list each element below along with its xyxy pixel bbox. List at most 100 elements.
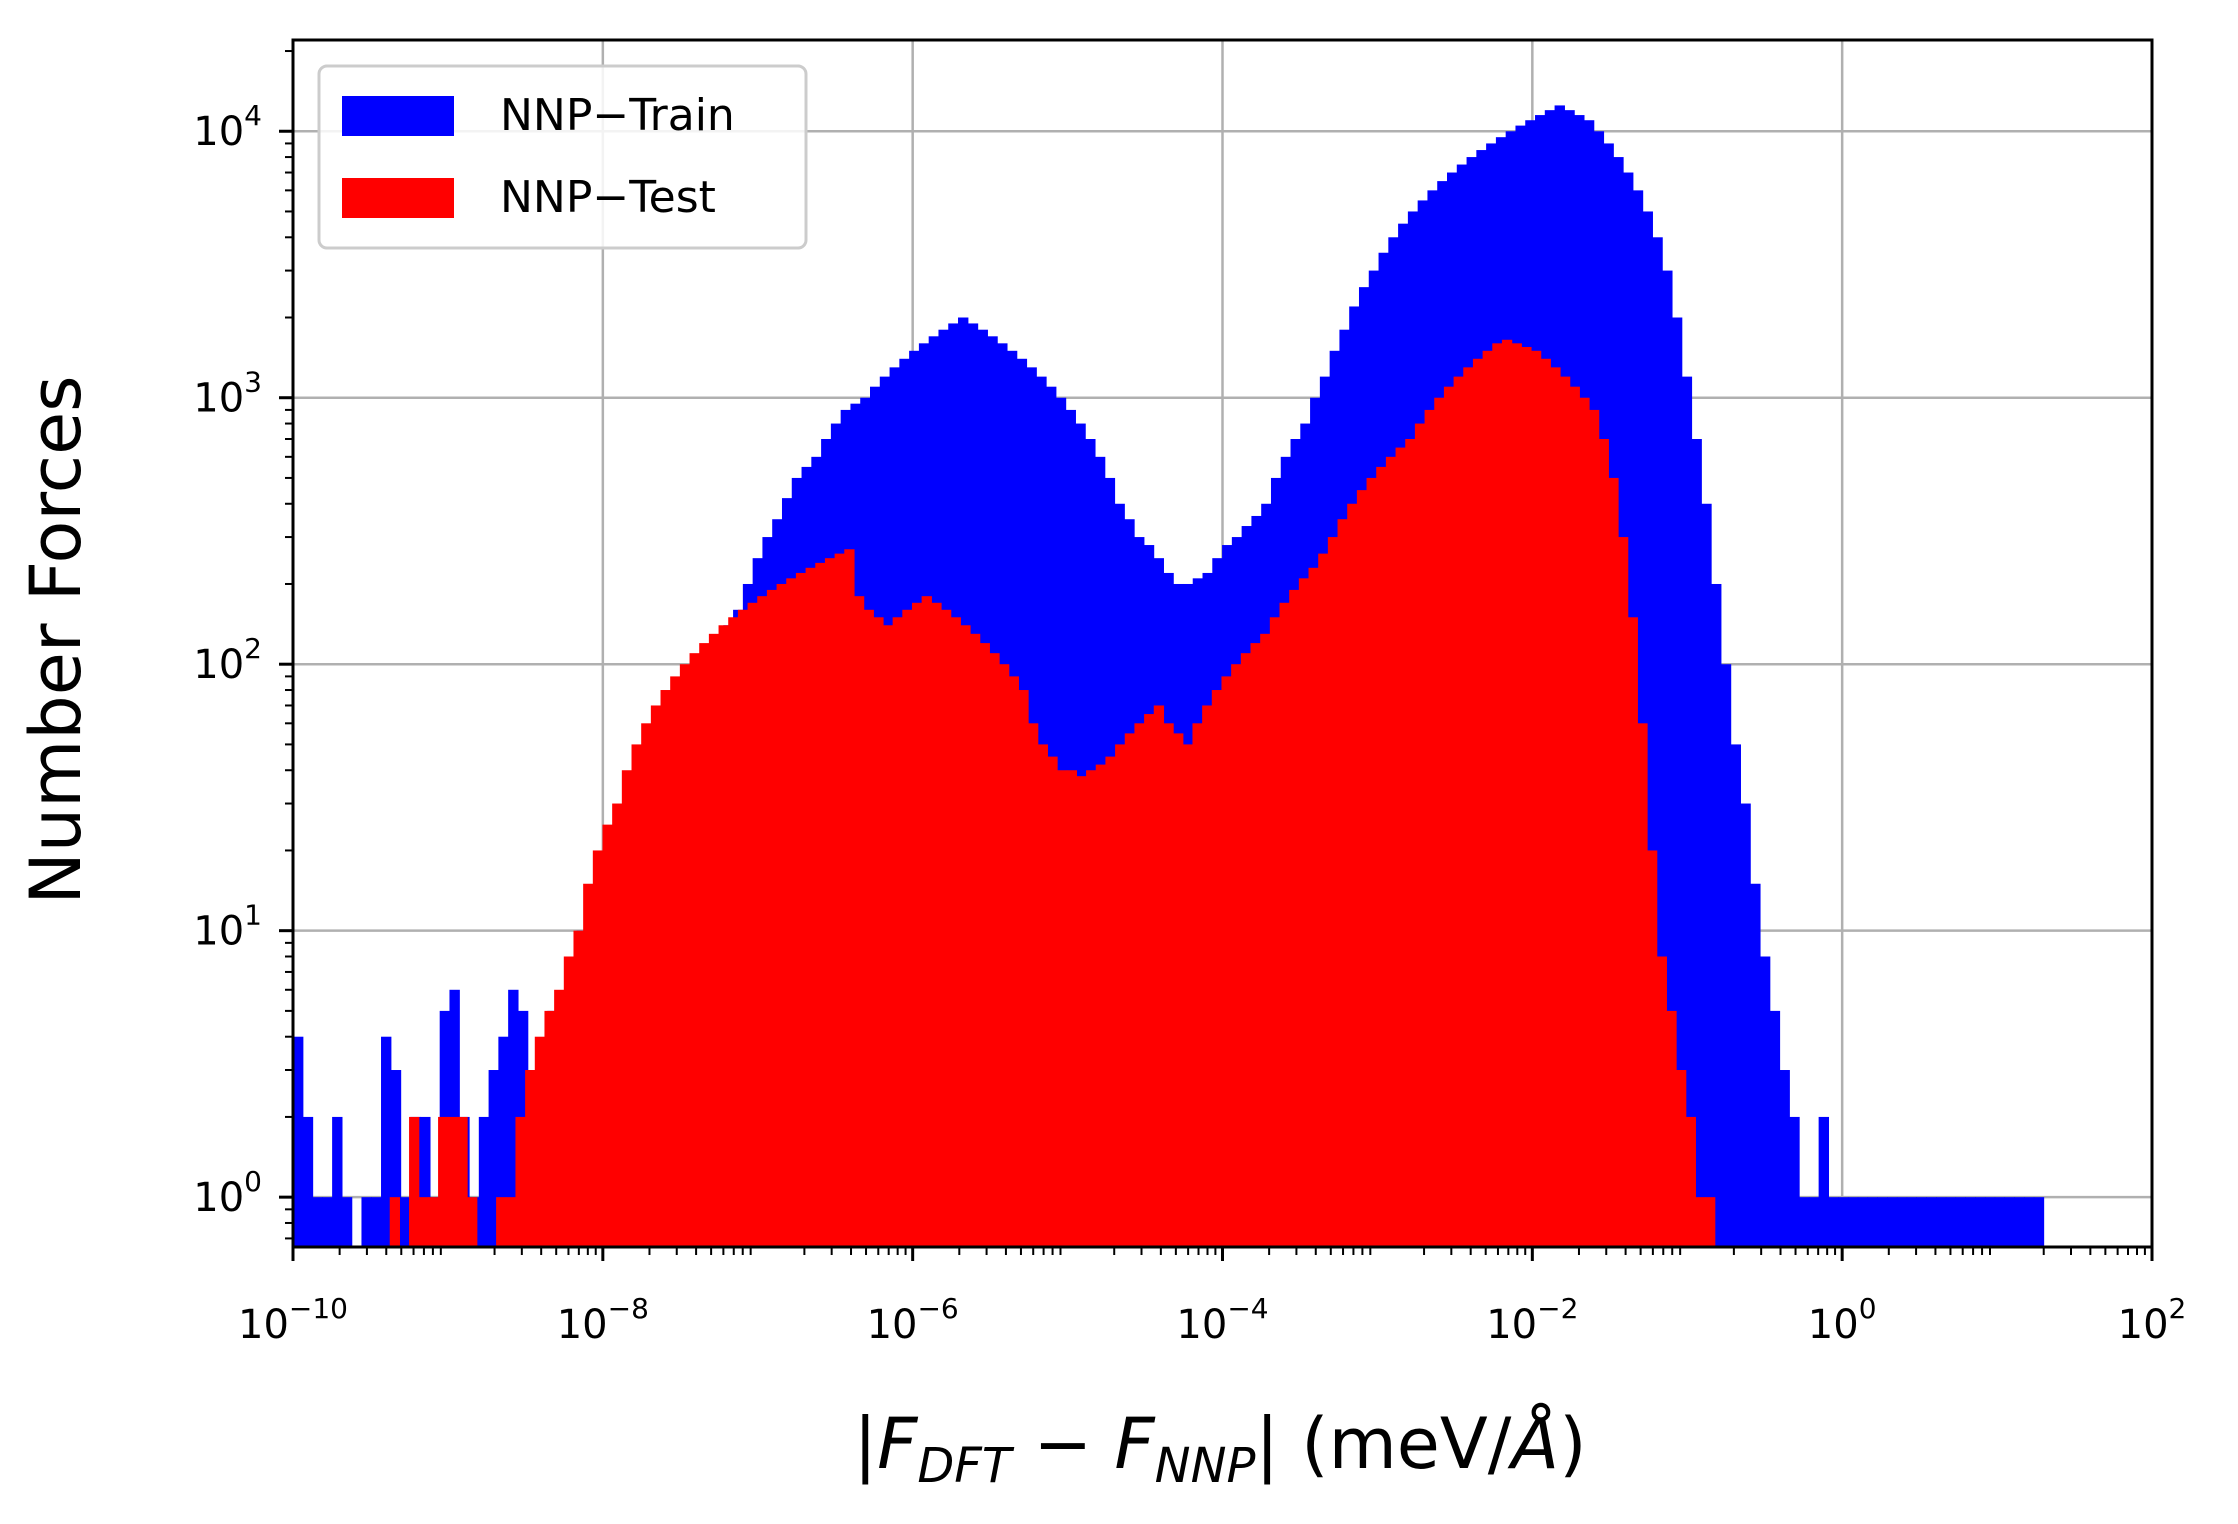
test-bar <box>1588 409 1600 1247</box>
test-bar <box>1550 367 1561 1247</box>
train-bar <box>341 1197 353 1247</box>
test-bar <box>602 824 613 1247</box>
test-bar <box>1337 519 1348 1247</box>
train-bar <box>1789 1116 1800 1247</box>
test-bar <box>1037 744 1048 1247</box>
test-bar <box>737 609 749 1247</box>
test-bar <box>718 625 729 1247</box>
y-tick-label: 102 <box>193 632 262 688</box>
train-bar <box>1808 1197 1820 1247</box>
test-bar <box>728 617 739 1247</box>
train-bar <box>1906 1197 1918 1247</box>
test-bar <box>708 633 720 1247</box>
test-bar <box>554 989 565 1247</box>
train-bar <box>2024 1197 2035 1247</box>
test-bar <box>1086 770 1097 1247</box>
train-bar <box>1896 1197 1908 1247</box>
train-bar <box>371 1197 382 1247</box>
test-bar <box>1327 537 1339 1247</box>
x-axis-ticks: 10−10 10−8 10−6 10−4 10−2 100 102 <box>238 1247 2186 1348</box>
test-bar <box>1366 477 1377 1247</box>
train-bar <box>1847 1197 1859 1247</box>
test-bar <box>1695 1197 1706 1247</box>
test-bar <box>805 567 816 1247</box>
test-bar <box>1066 770 1077 1247</box>
test-bar <box>534 1036 546 1247</box>
test-bar <box>641 723 652 1247</box>
train-bar <box>2033 1197 2045 1247</box>
test-bar <box>989 653 1000 1247</box>
test-bar <box>921 596 932 1247</box>
train-bar <box>1671 317 1683 1247</box>
train-bar <box>1711 583 1722 1247</box>
test-bar <box>1511 343 1522 1248</box>
y-axis-ticks: 100 101 102 103 104 <box>193 50 293 1240</box>
train-bar <box>1955 1197 1966 1247</box>
test-bar <box>834 553 845 1247</box>
test-bar <box>1115 744 1126 1247</box>
test-bar <box>699 643 710 1247</box>
test-bar <box>1231 664 1242 1247</box>
test-bar <box>1298 578 1310 1247</box>
test-bar <box>1482 350 1493 1247</box>
test-bar <box>1705 1197 1716 1247</box>
train-bar <box>488 1070 499 1247</box>
x-tick-label: 102 <box>2118 1292 2187 1348</box>
test-bar <box>1279 602 1290 1247</box>
test-bar <box>650 705 662 1247</box>
test-bar <box>786 578 797 1247</box>
test-bar <box>1501 339 1513 1247</box>
test-bar <box>1163 723 1174 1247</box>
train-bar <box>1857 1197 1869 1247</box>
train-bar <box>1720 664 1732 1247</box>
train-bar <box>1838 1197 1849 1247</box>
x-title-sub2: NNP <box>1155 1438 1256 1494</box>
test-bar <box>1289 589 1300 1247</box>
test-bar <box>1192 723 1203 1247</box>
test-bar <box>853 596 865 1247</box>
test-bar <box>1395 447 1406 1248</box>
train-bar <box>1818 1116 1830 1247</box>
test-bar <box>815 562 826 1247</box>
x-axis-title: |FDFT − FNNP| (meV/Å) <box>853 1403 1586 1494</box>
test-bar <box>1424 409 1435 1247</box>
train-bar <box>361 1197 372 1247</box>
x-tick-label: 100 <box>1808 1292 1877 1348</box>
x-tick-label: 10−2 <box>1486 1292 1578 1348</box>
test-bar <box>438 1116 449 1247</box>
test-bar <box>670 676 681 1247</box>
test-bar <box>1676 1070 1687 1247</box>
test-bar <box>1057 770 1068 1247</box>
y-tick-label: 101 <box>193 899 262 955</box>
test-bar <box>1414 423 1426 1247</box>
x-title-unit-prefix: | (meV/ <box>1255 1403 1511 1485</box>
x-title-f1: F <box>877 1403 919 1485</box>
x-tick-label: 10−4 <box>1176 1292 1268 1348</box>
train-bar <box>2014 1197 2025 1247</box>
test-bar <box>525 1070 536 1247</box>
train-bar <box>293 1036 304 1247</box>
test-bar <box>1173 733 1184 1247</box>
test-bar <box>795 572 807 1247</box>
test-bar <box>409 1116 420 1247</box>
train-bar <box>1984 1197 1996 1247</box>
train-bar <box>498 1036 509 1247</box>
train-bar <box>1642 211 1653 1248</box>
x-title-unit: Å <box>1507 1403 1559 1485</box>
test-bar <box>1627 617 1638 1247</box>
train-bar <box>1945 1197 1957 1247</box>
train-bar <box>1759 956 1771 1247</box>
test-bar <box>1202 705 1213 1247</box>
train-bar <box>332 1116 343 1247</box>
train-bar <box>1691 439 1702 1247</box>
train-bar <box>1750 883 1761 1247</box>
test-bar <box>1153 705 1165 1247</box>
legend-label-test: NNP−Test <box>500 172 716 223</box>
train-bar <box>478 1116 490 1247</box>
y-tick-label: 100 <box>193 1165 262 1221</box>
test-bar <box>1685 1116 1696 1247</box>
train-bar <box>1916 1197 1927 1247</box>
test-bar <box>1144 714 1155 1247</box>
y-axis-title: Number Forces <box>15 375 97 904</box>
test-bar <box>1434 397 1445 1248</box>
